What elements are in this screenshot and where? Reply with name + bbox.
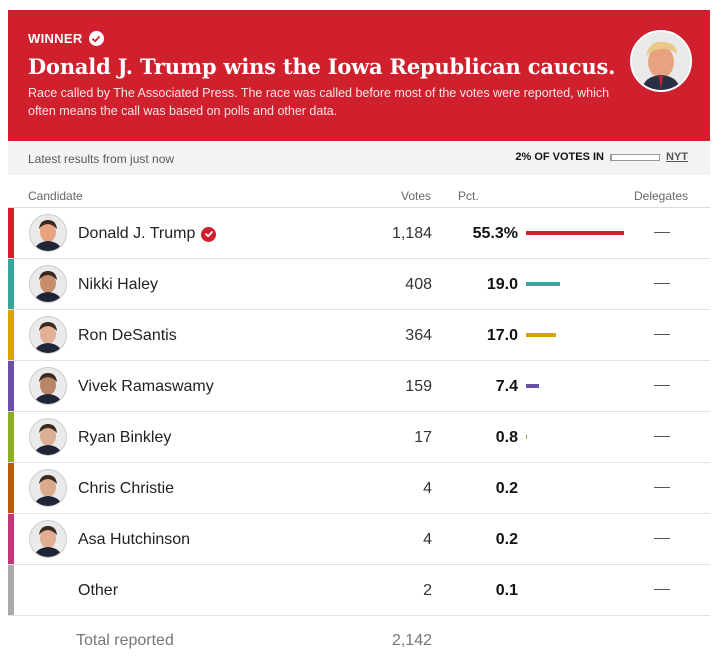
candidate-name: Ron DeSantis [78, 327, 177, 345]
winner-banner: WINNER Donald J. Trump wins the Iowa Rep… [8, 10, 710, 141]
winner-label-row: WINNER [28, 31, 104, 46]
candidate-votes: 159 [405, 378, 432, 395]
candidate-name-text: Donald J. Trump [78, 225, 196, 242]
results-meta-bar: Latest results from just now 2% OF VOTES… [8, 141, 710, 175]
table-row[interactable]: Nikki Haley 408 19.0 [8, 259, 710, 310]
checkmark-icon [88, 31, 104, 46]
nyt-source-link[interactable]: NYT [666, 151, 688, 163]
table-row[interactable]: Ron DeSantis 364 17.0 [8, 310, 710, 361]
candidate-color-stripe [8, 310, 14, 360]
table-header: Candidate Votes Pct. Delegates [8, 175, 710, 208]
table-row[interactable]: Chris Christie 4 0.2 [8, 463, 710, 514]
delegates-value [654, 385, 670, 386]
votes-column-header: Votes [401, 189, 432, 203]
candidate-name: Other [78, 582, 118, 600]
delegates-value [654, 487, 670, 488]
candidate-photo [29, 214, 67, 252]
table-row[interactable]: Asa Hutchinson 4 0.2 [8, 514, 710, 565]
candidate-votes: 17 [414, 429, 432, 446]
candidate-color-stripe [8, 208, 14, 258]
results-table: Candidate Votes Pct. Delegates Donald J.… [8, 175, 710, 666]
candidate-photo [29, 520, 67, 558]
vote-share-bar [526, 231, 624, 235]
votes-in-progress-bar [610, 153, 660, 161]
candidate-name: Asa Hutchinson [78, 531, 190, 549]
delegates-value [654, 538, 670, 539]
table-row[interactable]: Other 2 0.1 [8, 565, 710, 616]
winner-checkmark-icon [201, 226, 217, 242]
candidate-photo [29, 316, 67, 354]
candidate-name: Chris Christie [78, 480, 174, 498]
candidate-pct: 17.0 [486, 327, 518, 344]
delegates-value [654, 436, 670, 437]
candidate-name: Ryan Binkley [78, 429, 171, 447]
candidate-name-text: Ryan Binkley [78, 429, 172, 446]
vote-share-bar [526, 282, 560, 286]
candidate-photo [29, 367, 67, 405]
table-row[interactable]: Donald J. Trump 1,184 55.3% [8, 208, 710, 259]
candidate-name-text: Nikki Haley [78, 276, 159, 293]
candidate-name-text: Asa Hutchinson [78, 531, 191, 548]
votes-in-indicator: 2% OF VOTES IN NYT [515, 151, 688, 163]
candidate-pct: 0.2 [495, 480, 518, 497]
candidate-color-stripe [8, 565, 14, 615]
delegates-column-header: Delegates [634, 189, 689, 203]
candidate-pct: 0.1 [495, 582, 518, 599]
candidate-votes: 364 [405, 327, 432, 344]
candidate-photo [29, 418, 67, 456]
race-call-note: Race called by The Associated Press. The… [28, 86, 610, 118]
candidate-pct: 19.0 [486, 276, 518, 293]
candidate-column-header: Candidate [28, 189, 83, 203]
candidate-name: Vivek Ramaswamy [78, 378, 214, 396]
candidate-name-text: Vivek Ramaswamy [78, 378, 214, 395]
results-card: WINNER Donald J. Trump wins the Iowa Rep… [8, 10, 710, 666]
candidate-votes: 408 [405, 276, 432, 293]
winner-photo [630, 30, 692, 92]
delegates-value [654, 283, 670, 284]
winner-label: WINNER [28, 31, 83, 46]
candidate-photo [29, 469, 67, 507]
candidate-votes: 1,184 [391, 225, 432, 242]
candidate-pct: 0.2 [495, 531, 518, 548]
headline[interactable]: Donald J. Trump wins the Iowa Republican… [28, 54, 616, 79]
candidate-pct: 0.8 [495, 429, 518, 446]
candidate-name: Nikki Haley [78, 276, 158, 294]
candidate-photo [29, 265, 67, 303]
total-row: Total reported 2,142 [8, 616, 710, 666]
delegates-value [654, 334, 670, 335]
votes-in-progress-fill [611, 154, 612, 160]
candidate-pct: 55.3% [472, 225, 518, 242]
delegates-value [654, 589, 670, 590]
candidate-votes: 4 [423, 480, 432, 497]
candidate-color-stripe [8, 361, 14, 411]
candidate-color-stripe [8, 514, 14, 564]
latest-results-timestamp: Latest results from just now [28, 152, 175, 166]
candidate-name-text: Ron DeSantis [78, 327, 177, 344]
pct-column-header: Pct. [458, 189, 479, 203]
delegates-value [654, 232, 670, 233]
candidate-pct: 7.4 [495, 378, 518, 395]
candidate-color-stripe [8, 259, 14, 309]
table-row[interactable]: Vivek Ramaswamy 159 7.4 [8, 361, 710, 412]
candidate-color-stripe [8, 412, 14, 462]
vote-share-bar [526, 435, 527, 439]
table-row[interactable]: Ryan Binkley 17 0.8 [8, 412, 710, 463]
vote-share-bar [526, 333, 556, 337]
candidate-name-text: Chris Christie [78, 480, 175, 497]
total-label: Total reported [76, 632, 174, 649]
candidate-color-stripe [8, 463, 14, 513]
candidate-votes: 2 [423, 582, 432, 599]
votes-in-label: 2% OF VOTES IN [515, 151, 604, 163]
candidate-name: Donald J. Trump [78, 225, 217, 243]
candidate-votes: 4 [423, 531, 432, 548]
total-votes: 2,142 [391, 632, 432, 649]
vote-share-bar [526, 384, 539, 388]
candidate-name-text: Other [78, 582, 119, 599]
